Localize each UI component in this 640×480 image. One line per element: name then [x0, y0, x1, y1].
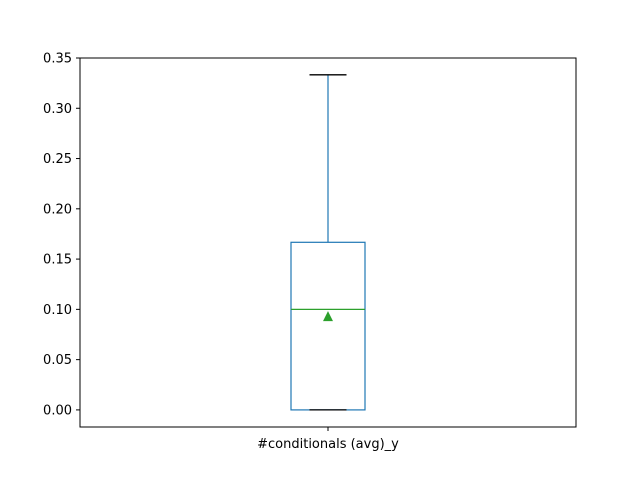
y-tick-label: 0.10: [43, 303, 72, 318]
mean-marker: [323, 311, 333, 322]
y-tick-label: 0.30: [43, 102, 72, 117]
y-tick-label: 0.05: [43, 353, 72, 368]
iqr-box: [290, 241, 366, 411]
y-tick-label: 0.35: [43, 52, 72, 67]
y-tick-label: 0.20: [43, 202, 72, 217]
y-tick-label: 0.00: [43, 403, 72, 418]
y-tick-label: 0.15: [43, 253, 72, 268]
x-tick-label: #conditionals (avg)_y: [257, 437, 399, 452]
y-tick-label: 0.25: [43, 152, 72, 167]
